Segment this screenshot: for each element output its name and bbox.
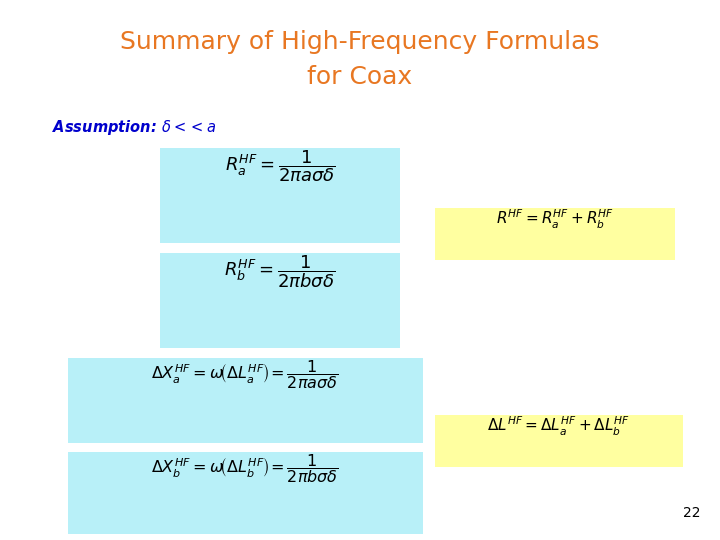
Bar xyxy=(68,358,423,443)
Text: $\Delta L^{HF} = \Delta L_a^{HF} + \Delta L_b^{HF}$: $\Delta L^{HF} = \Delta L_a^{HF} + \Delt… xyxy=(487,415,631,438)
Text: $\Delta X_a^{HF} = \omega\!\left(\Delta L_a^{HF}\right)\!=\dfrac{1}{2\pi a\sigma: $\Delta X_a^{HF} = \omega\!\left(\Delta … xyxy=(151,358,338,391)
Text: $\Delta X_b^{HF} = \omega\!\left(\Delta L_b^{HF}\right)\!=\dfrac{1}{2\pi b\sigma: $\Delta X_b^{HF} = \omega\!\left(\Delta … xyxy=(151,452,339,485)
Bar xyxy=(435,208,675,260)
Text: Summary of High-Frequency Formulas: Summary of High-Frequency Formulas xyxy=(120,30,600,54)
Text: $R_a^{HF} = \dfrac{1}{2\pi a\sigma\delta}$: $R_a^{HF} = \dfrac{1}{2\pi a\sigma\delta… xyxy=(225,148,336,184)
Text: for Coax: for Coax xyxy=(307,65,413,89)
Bar xyxy=(160,148,400,243)
Bar xyxy=(68,452,423,534)
Text: $R_b^{HF} = \dfrac{1}{2\pi b\sigma\delta}$: $R_b^{HF} = \dfrac{1}{2\pi b\sigma\delta… xyxy=(225,253,336,289)
Text: $R^{HF} = R_a^{HF} + R_b^{HF}$: $R^{HF} = R_a^{HF} + R_b^{HF}$ xyxy=(496,208,614,231)
Text: 22: 22 xyxy=(683,506,700,520)
Text: Assumption: $\delta << a$: Assumption: $\delta << a$ xyxy=(52,118,216,137)
Bar xyxy=(435,415,683,467)
Bar xyxy=(160,253,400,348)
